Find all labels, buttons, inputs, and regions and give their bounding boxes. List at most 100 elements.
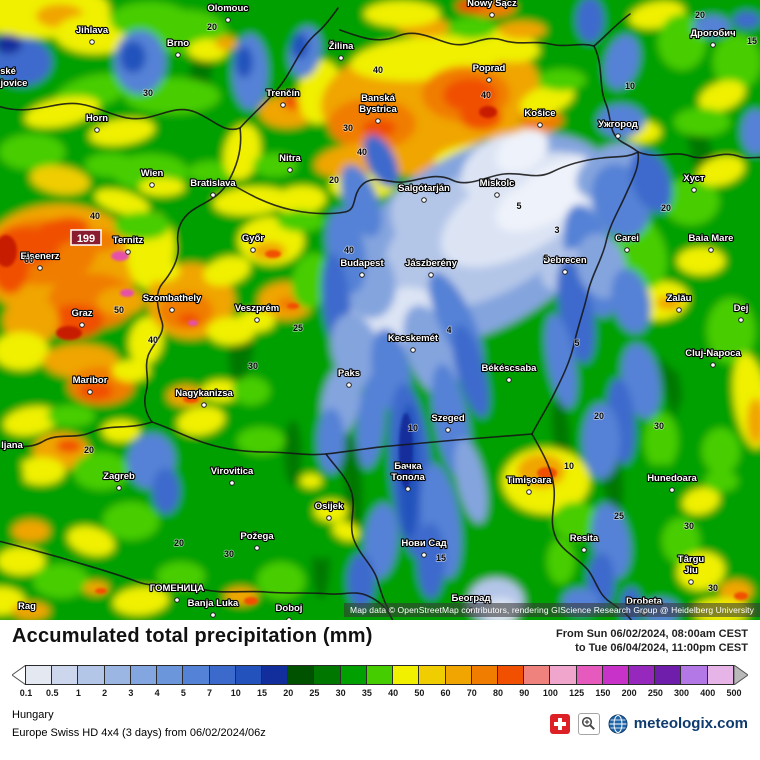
city-marker — [691, 187, 697, 193]
country-borders — [0, 7, 760, 620]
city-marker — [421, 197, 427, 203]
legend-cell — [706, 664, 734, 685]
value-label: 60 — [24, 255, 34, 265]
value-label: 5 — [516, 201, 521, 211]
city-label: Târgu — [678, 554, 705, 565]
city-marker — [210, 612, 216, 618]
value-label: 25 — [614, 511, 624, 521]
value-label: 20 — [594, 411, 604, 421]
map-canvas: Jihlava Brno Olomouc Nowy Sącz Дрогобич Žilin… — [0, 0, 760, 620]
city-marker — [410, 347, 416, 353]
city-marker — [125, 249, 131, 255]
legend-cell — [103, 664, 131, 685]
city-marker — [708, 247, 714, 253]
meteologix-logo[interactable]: meteologix.com — [608, 714, 748, 734]
footer-logos: meteologix.com — [549, 712, 748, 735]
city-label: Хуст — [683, 173, 705, 184]
city-marker — [225, 17, 231, 23]
city-label: Debrecen — [543, 255, 586, 266]
map-attribution[interactable]: Map data © OpenStreetMap contributors, r… — [344, 603, 760, 617]
value-label: 20 — [661, 203, 671, 213]
city-marker — [688, 579, 694, 585]
value-label: 40 — [357, 147, 367, 157]
legend-tick: 2 — [102, 687, 108, 698]
legend-tick: 400 — [700, 687, 716, 698]
city-marker — [494, 192, 500, 198]
city-label: Bratislava — [190, 178, 236, 189]
legend-cell — [392, 664, 420, 685]
legend-tick: 0.1 — [19, 687, 33, 698]
legend-cell — [25, 664, 53, 685]
legend-tick: 3 — [128, 687, 134, 698]
city-marker — [94, 127, 100, 133]
city-marker — [287, 167, 293, 173]
max-value-label: 199 — [77, 233, 95, 245]
legend-tick: 5 — [180, 687, 186, 698]
city-marker — [428, 272, 434, 278]
city-label: Horn — [86, 113, 108, 124]
legend-cell — [77, 664, 105, 685]
legend-cell — [654, 664, 682, 685]
city-marker — [79, 322, 85, 328]
legend-bar — [12, 664, 748, 685]
legend-cell — [549, 664, 577, 685]
legend-cell — [339, 664, 367, 685]
city-label: Топола — [391, 472, 425, 483]
value-label: 20 — [84, 445, 94, 455]
city-label: Békéscsaba — [482, 363, 538, 374]
legend-cell — [234, 664, 262, 685]
city-label: Nitra — [279, 153, 301, 164]
city-label: Resita — [570, 533, 599, 544]
city-marker — [506, 377, 512, 383]
city-label: Paks — [338, 368, 360, 379]
city-marker — [526, 489, 532, 495]
precipitation-map[interactable]: Jihlava Brno Olomouc Nowy Sącz Дрогобич Žilin… — [0, 0, 760, 620]
period-end: to Tue 06/04/2024, 11:00pm CEST — [575, 642, 748, 655]
city-marker — [562, 269, 568, 275]
city-marker — [286, 617, 292, 620]
city-label: Ужгород — [598, 119, 638, 130]
region-label: Hungary — [12, 708, 54, 721]
city-label: Szeged — [431, 413, 464, 424]
legend-cell — [287, 664, 315, 685]
attribution-text[interactable]: Map data © OpenStreetMap contributors, r… — [350, 605, 754, 615]
city-label: Maribor — [73, 375, 108, 386]
city-marker — [445, 427, 451, 433]
page-title: Accumulated total precipitation (mm) — [12, 625, 373, 647]
legend-left-arrow — [12, 664, 26, 685]
forecast-period: From Sun 06/02/2024, 08:00am CEST to Tue… — [556, 625, 748, 656]
city-label: ské — [0, 66, 16, 77]
info-panel: Accumulated total precipitation (mm) Fro… — [0, 620, 760, 760]
legend-cell — [418, 664, 446, 685]
city-marker — [375, 118, 381, 124]
color-scale-legend: 0.1 0.5 1 2 3 4 5 7 10 15 20 25 30 35 40 50 60 70 80 90 100 1… — [12, 664, 748, 701]
model-info: Europe Swiss HD 4x4 (3 days) from 06/02/… — [12, 726, 266, 739]
city-marker — [537, 122, 543, 128]
legend-cell — [208, 664, 236, 685]
legend-right-arrow — [734, 664, 748, 685]
value-label: 20 — [207, 22, 217, 32]
legend-tick: 7 — [207, 687, 213, 698]
city-marker — [676, 307, 682, 313]
city-label: Brno — [167, 38, 189, 49]
legend-tick: 200 — [621, 687, 637, 698]
city-label: Banja Luka — [188, 598, 239, 609]
value-label: 20 — [329, 175, 339, 185]
value-label: 5 — [574, 338, 579, 348]
legend-labels: 0.1 0.5 1 2 3 4 5 7 10 15 20 25 30 35 40 50 60 70 80 90 100 1… — [20, 687, 742, 701]
zoom-in-button[interactable] — [577, 712, 600, 735]
city-label: Graz — [71, 308, 92, 319]
city-label: Wien — [141, 168, 164, 179]
legend-cell — [260, 664, 289, 685]
city-label: Zalău — [667, 293, 692, 304]
legend-tick: 250 — [647, 687, 663, 698]
value-label: 10 — [625, 81, 635, 91]
legend-cell — [444, 664, 472, 685]
city-label: Jihlava — [76, 25, 109, 36]
city-label: Osijek — [315, 501, 344, 512]
value-label: 30 — [143, 88, 153, 98]
legend-cells — [25, 664, 734, 685]
value-label: 40 — [148, 335, 158, 345]
city-label: jovice — [0, 78, 27, 89]
city-label: ГОМЕНИЦА — [150, 583, 205, 594]
